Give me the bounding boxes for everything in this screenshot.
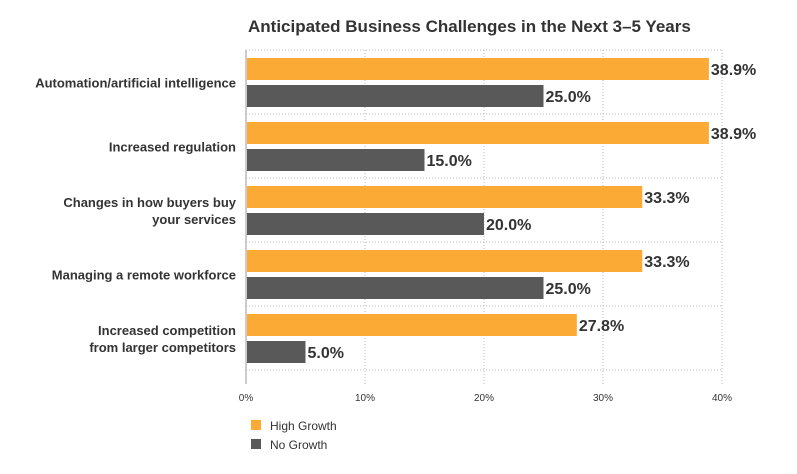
legend: High Growth No Growth bbox=[251, 419, 337, 452]
data-label: 33.3% bbox=[644, 254, 689, 271]
x-axis: 0% 10% 20% 30% 40% bbox=[239, 50, 732, 404]
data-label: 33.3% bbox=[644, 190, 689, 207]
data-label: 20.0% bbox=[486, 217, 531, 234]
category-label: from larger competitors bbox=[89, 340, 236, 355]
bar-no-growth bbox=[247, 149, 425, 171]
legend-label: High Growth bbox=[270, 419, 337, 433]
bar-no-growth bbox=[247, 213, 484, 235]
x-tick-label: 30% bbox=[593, 393, 613, 404]
x-tick-label: 10% bbox=[355, 393, 375, 404]
category-label: Increased regulation bbox=[109, 140, 236, 155]
grid-lines bbox=[246, 49, 723, 384]
data-label: 38.9% bbox=[711, 126, 756, 143]
bar-high-growth bbox=[247, 122, 709, 144]
bar-high-growth bbox=[247, 314, 577, 336]
category-label: Automation/artificial intelligence bbox=[35, 76, 236, 91]
data-label: 5.0% bbox=[308, 345, 344, 362]
bars bbox=[247, 58, 709, 363]
bar-high-growth bbox=[247, 58, 709, 80]
x-tick-label: 20% bbox=[474, 393, 494, 404]
data-label: 38.9% bbox=[711, 62, 756, 79]
bar-no-growth bbox=[247, 341, 306, 363]
legend-label: No Growth bbox=[270, 438, 327, 452]
data-label: 25.0% bbox=[546, 89, 591, 106]
bar-no-growth bbox=[247, 85, 544, 107]
category-label: your services bbox=[152, 212, 236, 227]
x-tick-label: 40% bbox=[712, 393, 732, 404]
category-label: Managing a remote workforce bbox=[52, 268, 236, 283]
bar-high-growth bbox=[247, 250, 643, 272]
legend-swatch-high-growth bbox=[251, 420, 261, 430]
data-labels: 38.9% 25.0% 38.9% 15.0% 33.3% 20.0% 33.3% 25.0%… bbox=[308, 62, 757, 362]
data-label: 15.0% bbox=[427, 153, 472, 170]
x-tick-label: 0% bbox=[239, 393, 254, 404]
legend-swatch-no-growth bbox=[251, 439, 261, 449]
category-label: Increased competition bbox=[98, 323, 236, 338]
data-label: 25.0% bbox=[546, 281, 591, 298]
data-label: 27.8% bbox=[579, 318, 624, 335]
bar-no-growth bbox=[247, 277, 544, 299]
category-labels: Automation/artificial intelligence Increa… bbox=[35, 76, 237, 356]
bar-high-growth bbox=[247, 186, 643, 208]
chart-title: Anticipated Business Challenges in the N… bbox=[248, 17, 691, 36]
category-label: Changes in how buyers buy bbox=[63, 195, 236, 210]
